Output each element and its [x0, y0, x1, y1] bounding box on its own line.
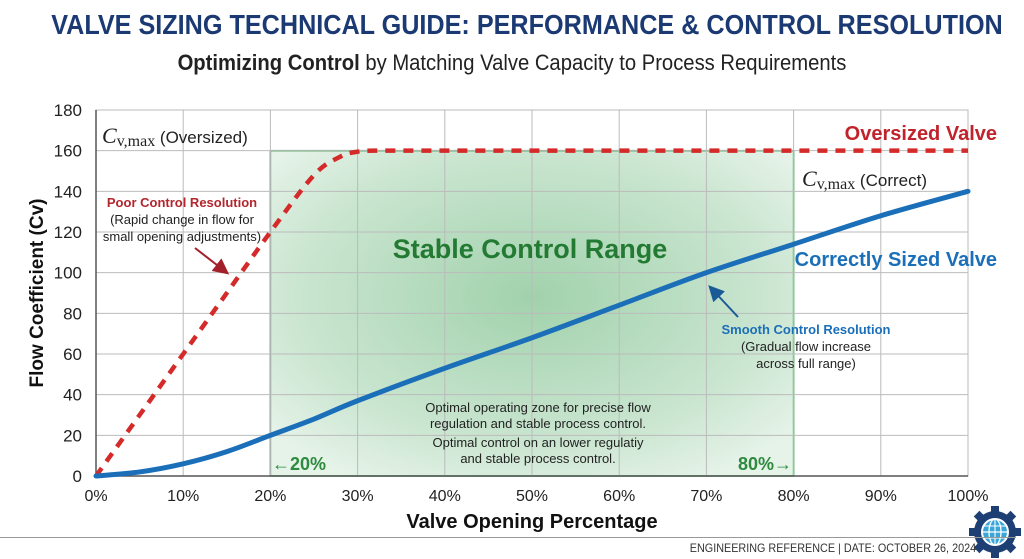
cvmax-oversized-label: Cv,max (Oversized) [102, 123, 248, 150]
region-label: Stable Control Range [393, 234, 668, 264]
zone-note-line2: regulation and stable process control. [430, 416, 646, 431]
x-tick-label: 30% [342, 488, 374, 505]
subtitle-rest: by Matching Valve Capacity to Process Re… [359, 50, 847, 75]
poor-resolution-arrow [194, 247, 230, 275]
x-tick-label: 80% [778, 488, 810, 505]
y-tick-label: 140 [54, 182, 82, 201]
x-axis-label: Valve Opening Percentage [406, 511, 657, 533]
smooth-resolution-title: Smooth Control Resolution [722, 322, 891, 337]
y-tick-label: 180 [54, 101, 82, 120]
x-tick-label: 10% [167, 488, 199, 505]
footer-text: ENGINEERING REFERENCE | DATE: OCTOBER 26… [689, 541, 976, 555]
legend-oversized-valve: Oversized Valve [845, 123, 997, 145]
footer-divider [0, 537, 1016, 538]
poor-resolution-line1: (Rapid change in flow for [110, 212, 254, 227]
page-title: VALVE SIZING TECHNICAL GUIDE: PERFORMANC… [51, 9, 1003, 40]
subtitle-bold: Optimizing Control [177, 50, 360, 75]
x-tick-label: 0% [84, 488, 107, 505]
x-tick-label: 100% [948, 488, 989, 505]
y-tick-label: 40 [63, 386, 82, 405]
y-tick-label: 100 [54, 264, 82, 283]
zone-note-line4: and stable process control. [460, 451, 615, 466]
cvmax-correct-label: Cv,max (Correct) [802, 166, 927, 193]
y-tick-label: 120 [54, 223, 82, 242]
poor-resolution-line2: small opening adjustments) [103, 229, 261, 244]
y-tick-label: 0 [73, 467, 82, 486]
gear-tooth [991, 506, 999, 514]
x-tick-label: 60% [603, 488, 635, 505]
zone-note-line3: Optimal control on an lower regulatiy [433, 435, 644, 450]
region-right-marker: 80%→ [738, 454, 792, 474]
gear-tooth [1013, 528, 1021, 536]
y-tick-label: 80 [63, 304, 82, 323]
y-axis-label: Flow Coefficient (Cv) [27, 199, 48, 388]
gear-tooth [969, 528, 977, 536]
series-line-oversized-valve [94, 148, 968, 478]
x-tick-label: 40% [429, 488, 461, 505]
smooth-resolution-line1: (Gradual flow increase [741, 339, 871, 354]
x-tick-label: 70% [690, 488, 722, 505]
smooth-resolution-line2: across full range) [756, 356, 856, 371]
gear-tooth [991, 550, 999, 558]
series-line-correctly-sized-valve [93, 188, 971, 479]
gear-globe-icon [969, 506, 1021, 558]
region-left-marker: ←20% [272, 454, 326, 474]
y-tick-label: 60 [63, 345, 82, 364]
page-subtitle: Optimizing Control by Matching Valve Cap… [41, 50, 983, 76]
zone-note-line1: Optimal operating zone for precise flow [425, 400, 651, 415]
poor-resolution-title: Poor Control Resolution [107, 195, 257, 210]
smooth-resolution-arrow [708, 285, 739, 318]
y-tick-label: 160 [54, 142, 82, 161]
x-tick-label: 90% [865, 488, 897, 505]
x-tick-label: 50% [516, 488, 548, 505]
x-tick-label: 20% [254, 488, 286, 505]
legend-correctly-sized-valve: Correctly Sized Valve [795, 249, 997, 271]
y-tick-label: 20 [63, 426, 82, 445]
